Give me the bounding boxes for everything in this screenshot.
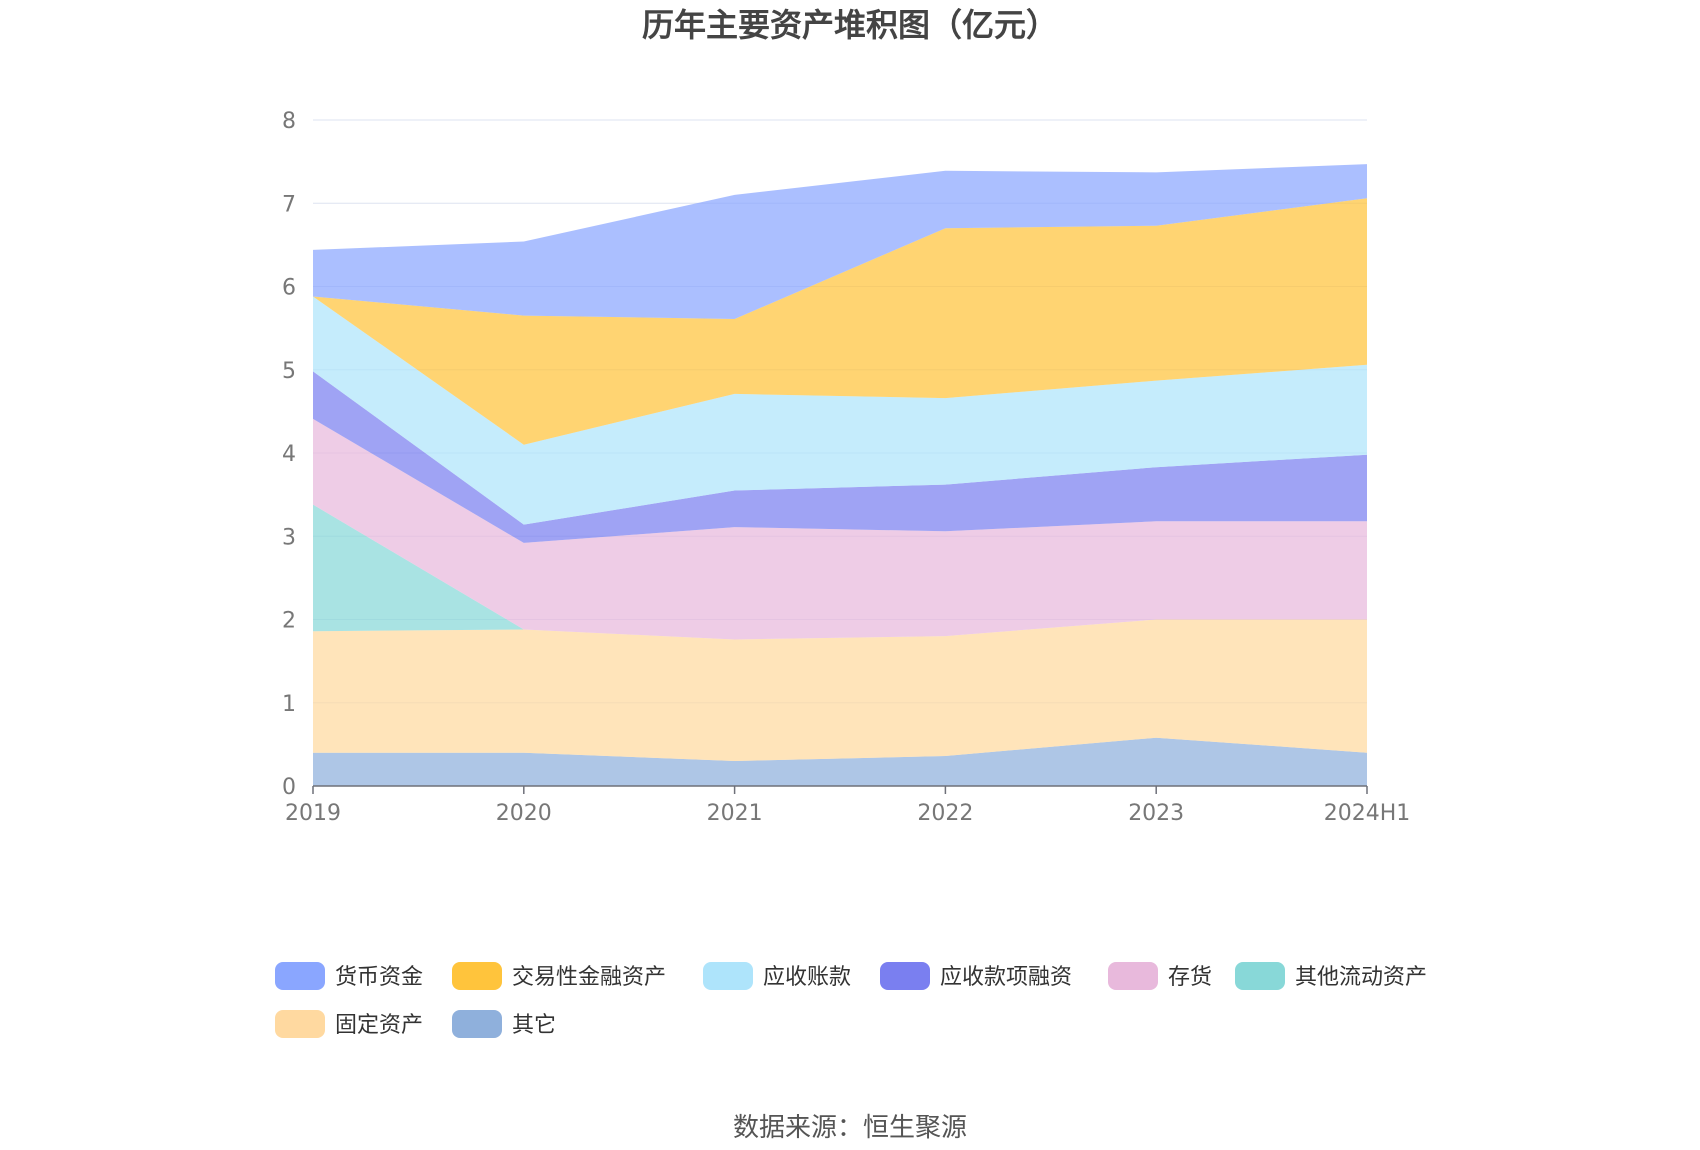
legend-swatch xyxy=(452,962,502,990)
legend-label: 其它 xyxy=(512,1013,556,1038)
area-series-5 xyxy=(313,296,1367,525)
legend-item[interactable]: 其它 xyxy=(452,1010,556,1038)
legend-label: 固定资产 xyxy=(335,1013,423,1038)
x-tick-label: 2022 xyxy=(917,801,973,826)
y-tick-label: 2 xyxy=(282,609,296,634)
legend-label: 存货 xyxy=(1168,965,1212,990)
area-series-2 xyxy=(313,504,1367,640)
x-tick-label: 2023 xyxy=(1128,801,1184,826)
area-series xyxy=(313,164,1367,786)
legend-item[interactable]: 交易性金融资产 xyxy=(452,962,666,990)
chart-title: 历年主要资产堆积图（亿元） xyxy=(642,6,1058,44)
legend-swatch xyxy=(275,962,325,990)
axes: 0 1 2 3 4 5 6 7 8 2019 2020 2021 2022 2023 2024H1 xyxy=(282,109,1410,826)
x-tick-label: 2021 xyxy=(707,801,763,826)
legend-item[interactable]: 其他流动资产 xyxy=(1235,962,1427,990)
y-tick-label: 6 xyxy=(282,276,296,301)
legend-label: 其他流动资产 xyxy=(1295,965,1427,990)
legend-swatch xyxy=(703,962,753,990)
y-tick-label: 3 xyxy=(282,525,296,550)
legend-swatch xyxy=(275,1010,325,1038)
x-tick-label: 2019 xyxy=(285,801,341,826)
y-tick-label: 7 xyxy=(282,192,296,217)
area-series-3 xyxy=(313,418,1367,640)
legend-swatch xyxy=(1108,962,1158,990)
legend-label: 应收款项融资 xyxy=(940,965,1072,990)
y-tick-label: 4 xyxy=(282,442,296,467)
area-series-0 xyxy=(313,737,1367,786)
y-tick-label: 5 xyxy=(282,359,296,384)
legend-item[interactable]: 应收账款 xyxy=(703,962,851,990)
legend-item[interactable]: 固定资产 xyxy=(275,1010,423,1038)
legend-label: 交易性金融资产 xyxy=(512,965,666,990)
legend-swatch xyxy=(452,1010,502,1038)
area-series-7 xyxy=(313,164,1367,319)
area-series-4 xyxy=(313,371,1367,543)
area-series-6 xyxy=(313,198,1367,445)
y-tick-label: 1 xyxy=(282,692,296,717)
data-source: 数据来源：恒生聚源 xyxy=(733,1113,967,1143)
legend-label: 货币资金 xyxy=(335,965,423,990)
legend-item[interactable]: 货币资金 xyxy=(275,962,423,990)
legend-label: 应收账款 xyxy=(763,965,851,990)
x-tick-label: 2024H1 xyxy=(1324,801,1411,826)
x-tick-label: 2020 xyxy=(496,801,552,826)
legend-swatch xyxy=(880,962,930,990)
legend-item[interactable]: 应收款项融资 xyxy=(880,962,1072,990)
y-tick-label: 8 xyxy=(282,109,296,134)
y-tick-label: 0 xyxy=(282,775,296,800)
area-series-1 xyxy=(313,619,1367,761)
legend-item[interactable]: 存货 xyxy=(1108,962,1212,990)
legend-swatch xyxy=(1235,962,1285,990)
